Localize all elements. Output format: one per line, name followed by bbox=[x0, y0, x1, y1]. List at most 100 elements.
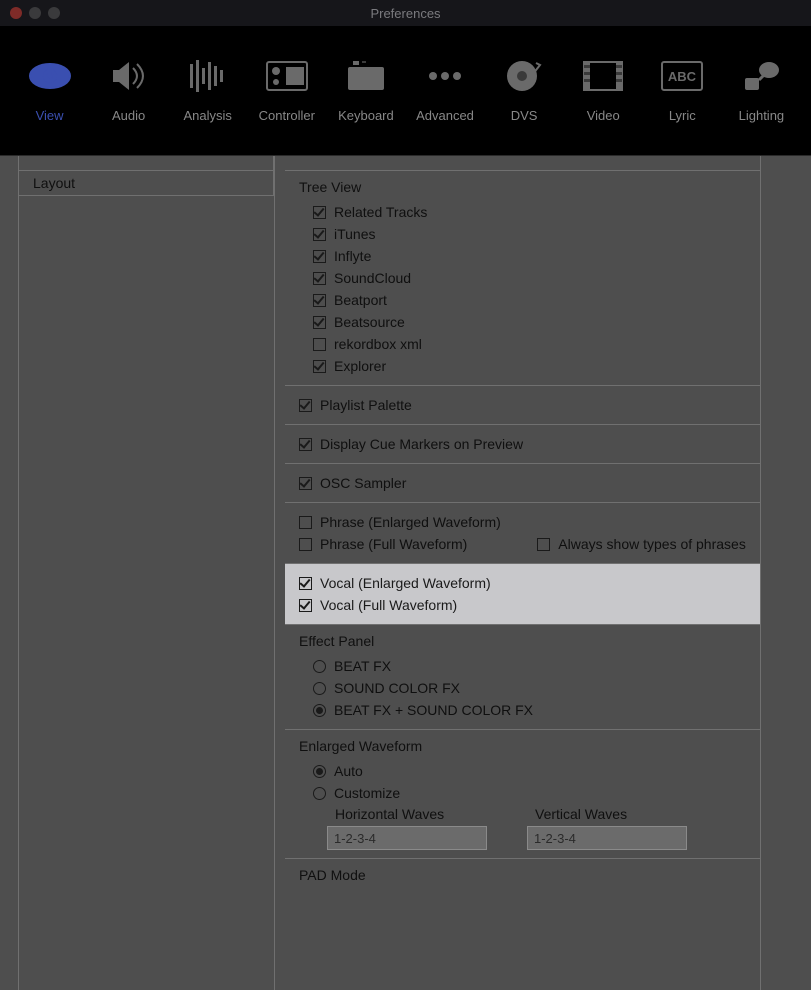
checkbox-row[interactable]: OSC Sampler bbox=[299, 472, 746, 494]
checkbox-row[interactable]: Beatport bbox=[299, 289, 746, 311]
vinyl-icon bbox=[502, 58, 546, 94]
checkbox-label: Inflyte bbox=[334, 248, 371, 264]
tab-label: View bbox=[36, 108, 64, 123]
checkbox-label: iTunes bbox=[334, 226, 376, 242]
tab-controller[interactable]: Controller bbox=[247, 36, 326, 146]
radio[interactable] bbox=[313, 704, 326, 717]
radio-row[interactable]: BEAT FX + SOUND COLOR FX bbox=[299, 699, 746, 721]
field-label: Vertical Waves bbox=[527, 806, 687, 822]
checkbox[interactable] bbox=[299, 399, 312, 412]
svg-text:ABC: ABC bbox=[668, 69, 697, 84]
group-osc-sampler: OSC Sampler bbox=[285, 463, 760, 503]
vertical-waves-input[interactable] bbox=[527, 826, 687, 850]
checkbox-row[interactable]: iTunes bbox=[299, 223, 746, 245]
window-title: Preferences bbox=[0, 6, 811, 21]
radio[interactable] bbox=[313, 682, 326, 695]
film-icon bbox=[581, 58, 625, 94]
checkbox-row[interactable]: Related Tracks bbox=[299, 201, 746, 223]
checkbox[interactable] bbox=[313, 206, 326, 219]
checkbox-row[interactable]: Vocal (Enlarged Waveform) bbox=[299, 572, 746, 594]
checkbox-row[interactable]: Vocal (Full Waveform) bbox=[299, 594, 746, 616]
lighting-icon bbox=[739, 58, 783, 94]
checkbox-row[interactable]: rekordbox xml bbox=[299, 333, 746, 355]
keyboard-icon bbox=[344, 58, 388, 94]
group-title: Effect Panel bbox=[299, 633, 746, 649]
category-sidebar: Layout bbox=[19, 156, 274, 196]
checkbox-label: Phrase (Enlarged Waveform) bbox=[320, 514, 501, 530]
sidebar-item-layout[interactable]: Layout bbox=[19, 170, 273, 196]
checkbox[interactable] bbox=[299, 577, 312, 590]
checkbox-row[interactable]: Phrase (Full Waveform) bbox=[299, 533, 467, 555]
checkbox[interactable] bbox=[313, 294, 326, 307]
tab-label: Advanced bbox=[416, 108, 474, 123]
radio-label: Customize bbox=[334, 785, 400, 801]
horizontal-waves-input[interactable] bbox=[327, 826, 487, 850]
checkbox-label: Explorer bbox=[334, 358, 386, 374]
checkbox-row[interactable]: Beatsource bbox=[299, 311, 746, 333]
tab-label: Video bbox=[587, 108, 620, 123]
checkbox-row[interactable]: Phrase (Enlarged Waveform) bbox=[299, 511, 746, 533]
checkbox-label: Vocal (Full Waveform) bbox=[320, 597, 457, 613]
checkbox-row[interactable]: Inflyte bbox=[299, 245, 746, 267]
checkbox-label: SoundCloud bbox=[334, 270, 411, 286]
checkbox-row[interactable]: Display Cue Markers on Preview bbox=[299, 433, 746, 455]
checkbox[interactable] bbox=[313, 272, 326, 285]
checkbox[interactable] bbox=[299, 438, 312, 451]
eye-icon bbox=[28, 58, 72, 94]
radio-row[interactable]: Auto bbox=[299, 760, 746, 782]
checkbox[interactable] bbox=[313, 316, 326, 329]
radio-label: BEAT FX bbox=[334, 658, 391, 674]
settings-panel: Tree View Related Tracks iTunes Inflyte … bbox=[285, 156, 760, 891]
checkbox[interactable] bbox=[313, 360, 326, 373]
tab-analysis[interactable]: Analysis bbox=[168, 36, 247, 146]
checkbox[interactable] bbox=[313, 338, 326, 351]
group-title: PAD Mode bbox=[299, 867, 746, 883]
checkbox-label: Vocal (Enlarged Waveform) bbox=[320, 575, 491, 591]
checkbox-label: Beatsource bbox=[334, 314, 405, 330]
checkbox-label: Display Cue Markers on Preview bbox=[320, 436, 523, 452]
checkbox-row[interactable]: Explorer bbox=[299, 355, 746, 377]
group-title: Enlarged Waveform bbox=[299, 738, 746, 754]
tab-dvs[interactable]: DVS bbox=[485, 36, 564, 146]
group-pad-mode: PAD Mode bbox=[285, 858, 760, 891]
tab-lighting[interactable]: Lighting bbox=[722, 36, 801, 146]
checkbox[interactable] bbox=[299, 538, 312, 551]
tab-label: Keyboard bbox=[338, 108, 394, 123]
field-label: Horizontal Waves bbox=[327, 806, 487, 822]
tab-label: Lyric bbox=[669, 108, 696, 123]
tab-label: Audio bbox=[112, 108, 145, 123]
radio-row[interactable]: BEAT FX bbox=[299, 655, 746, 677]
group-enlarged-waveform: Enlarged Waveform Auto Customize Horizon… bbox=[285, 729, 760, 859]
abc-icon: ABC bbox=[660, 58, 704, 94]
checkbox-row[interactable]: SoundCloud bbox=[299, 267, 746, 289]
checkbox-row[interactable]: Always show types of phrases bbox=[497, 533, 746, 555]
radio[interactable] bbox=[313, 787, 326, 800]
radio-row[interactable]: SOUND COLOR FX bbox=[299, 677, 746, 699]
dots-icon bbox=[423, 58, 467, 94]
group-phrase: Phrase (Enlarged Waveform) Phrase (Full … bbox=[285, 502, 760, 564]
checkbox[interactable] bbox=[299, 477, 312, 490]
tab-video[interactable]: Video bbox=[564, 36, 643, 146]
checkbox[interactable] bbox=[313, 250, 326, 263]
tab-audio[interactable]: Audio bbox=[89, 36, 168, 146]
tab-lyric[interactable]: ABC Lyric bbox=[643, 36, 722, 146]
tab-label: DVS bbox=[511, 108, 538, 123]
radio-label: Auto bbox=[334, 763, 363, 779]
radio-label: SOUND COLOR FX bbox=[334, 680, 460, 696]
titlebar: Preferences bbox=[0, 0, 811, 26]
tab-keyboard[interactable]: Keyboard bbox=[326, 36, 405, 146]
tab-label: Analysis bbox=[184, 108, 232, 123]
radio-row[interactable]: Customize bbox=[299, 782, 746, 804]
tab-advanced[interactable]: Advanced bbox=[405, 36, 484, 146]
radio[interactable] bbox=[313, 660, 326, 673]
checkbox-label: Playlist Palette bbox=[320, 397, 412, 413]
checkbox[interactable] bbox=[537, 538, 550, 551]
group-tree-view: Tree View Related Tracks iTunes Inflyte … bbox=[285, 170, 760, 386]
checkbox-row[interactable]: Playlist Palette bbox=[299, 394, 746, 416]
bars-icon bbox=[186, 58, 230, 94]
checkbox[interactable] bbox=[299, 516, 312, 529]
tab-view[interactable]: View bbox=[10, 36, 89, 146]
checkbox[interactable] bbox=[313, 228, 326, 241]
checkbox[interactable] bbox=[299, 599, 312, 612]
radio[interactable] bbox=[313, 765, 326, 778]
